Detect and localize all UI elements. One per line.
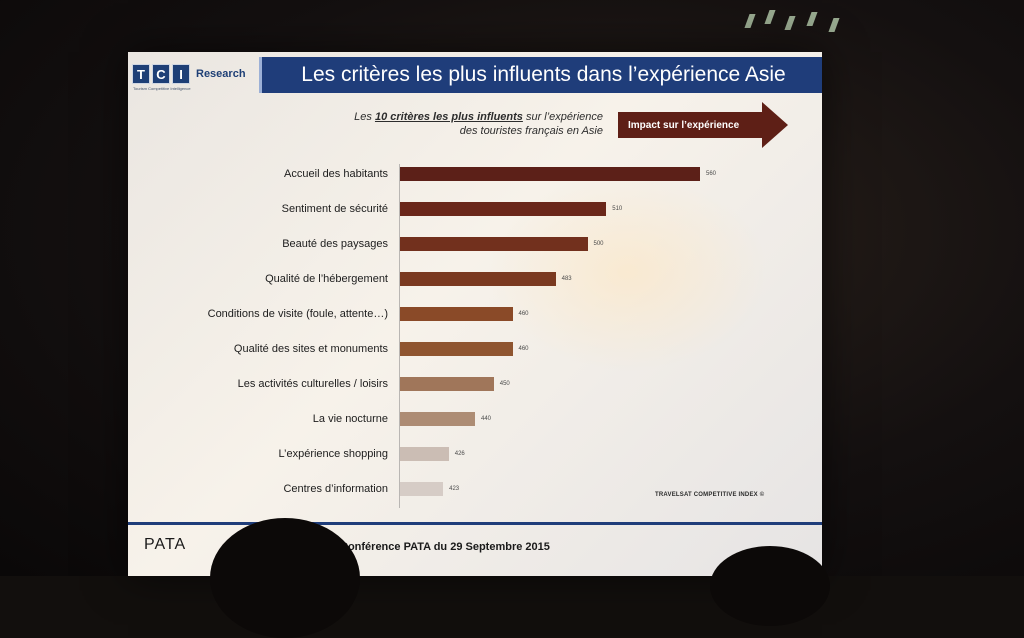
- tci-logo: T C I Research: [132, 64, 246, 84]
- category-label: L’expérience shopping: [278, 448, 388, 460]
- logo-word: Research: [196, 68, 246, 80]
- bar: [400, 482, 444, 496]
- value-label: 500: [593, 241, 604, 247]
- bar: [400, 237, 588, 251]
- value-label: 450: [499, 381, 510, 387]
- bar: [400, 447, 449, 461]
- value-label: 510: [612, 206, 623, 212]
- category-label: Centres d’information: [283, 483, 388, 495]
- category-label: Conditions de visite (foule, attente…): [207, 308, 388, 320]
- value-label: 460: [518, 346, 529, 352]
- subtitle-emphasis: 10 critères les plus influents: [374, 111, 523, 123]
- category-label: La vie nocturne: [312, 413, 388, 425]
- value-label: 460: [518, 311, 529, 317]
- subtitle-prefix: Les: [354, 111, 375, 123]
- category-label: Les activités culturelles / loisirs: [237, 378, 388, 390]
- category-label: Sentiment de sécurité: [281, 203, 388, 215]
- category-axis-line: [399, 164, 400, 508]
- subtitle: Les 10 critères les plus influents sur l…: [278, 110, 603, 138]
- subtitle-line2: des touristes français en Asie: [459, 125, 603, 137]
- footer-divider: [128, 522, 822, 525]
- bar: [400, 202, 607, 216]
- title-bar: Les critères les plus influents dans l’e…: [259, 57, 822, 93]
- slide-title: Les critères les plus influents dans l’e…: [301, 63, 786, 86]
- impact-arrow-icon: [618, 102, 788, 148]
- category-label: Beauté des paysages: [282, 238, 388, 250]
- category-label: Qualité de l’hébergement: [265, 273, 388, 285]
- projected-slide: T C I Research Tourism Competitive Intel…: [128, 52, 822, 576]
- bar: [400, 412, 475, 426]
- audience-head: [210, 518, 360, 638]
- bar: [400, 377, 494, 391]
- value-label: 426: [454, 451, 465, 457]
- value-label: 440: [481, 416, 492, 422]
- bar: [400, 272, 556, 286]
- value-label: 423: [449, 486, 460, 492]
- logo-letter: T: [132, 64, 150, 84]
- bar-chart: Accueil des habitants 560 Sentiment de séc…: [128, 152, 822, 512]
- value-label: 483: [561, 276, 572, 282]
- subtitle-suffix: sur l’expérience: [522, 111, 603, 123]
- value-label: 560: [706, 171, 717, 177]
- category-label: Accueil des habitants: [284, 168, 388, 180]
- pata-logo: PATA: [144, 536, 187, 553]
- logo-tagline: Tourism Competitive Intelligence: [133, 86, 191, 91]
- bar: [400, 342, 513, 356]
- audience-head: [710, 546, 830, 626]
- bar: [400, 307, 513, 321]
- logo-letter: C: [152, 64, 170, 84]
- source-note: TRAVELSAT COMPETITIVE INDEX ©: [655, 492, 765, 498]
- category-label: Qualité des sites et monuments: [233, 343, 388, 355]
- bar: [400, 167, 700, 181]
- logo-letter: I: [172, 64, 190, 84]
- ceiling-lights: [735, 0, 855, 40]
- arrow-label: Impact sur l’expérience: [628, 120, 740, 131]
- footer-conference: Conférence PATA du 29 Septembre 2015: [340, 541, 550, 553]
